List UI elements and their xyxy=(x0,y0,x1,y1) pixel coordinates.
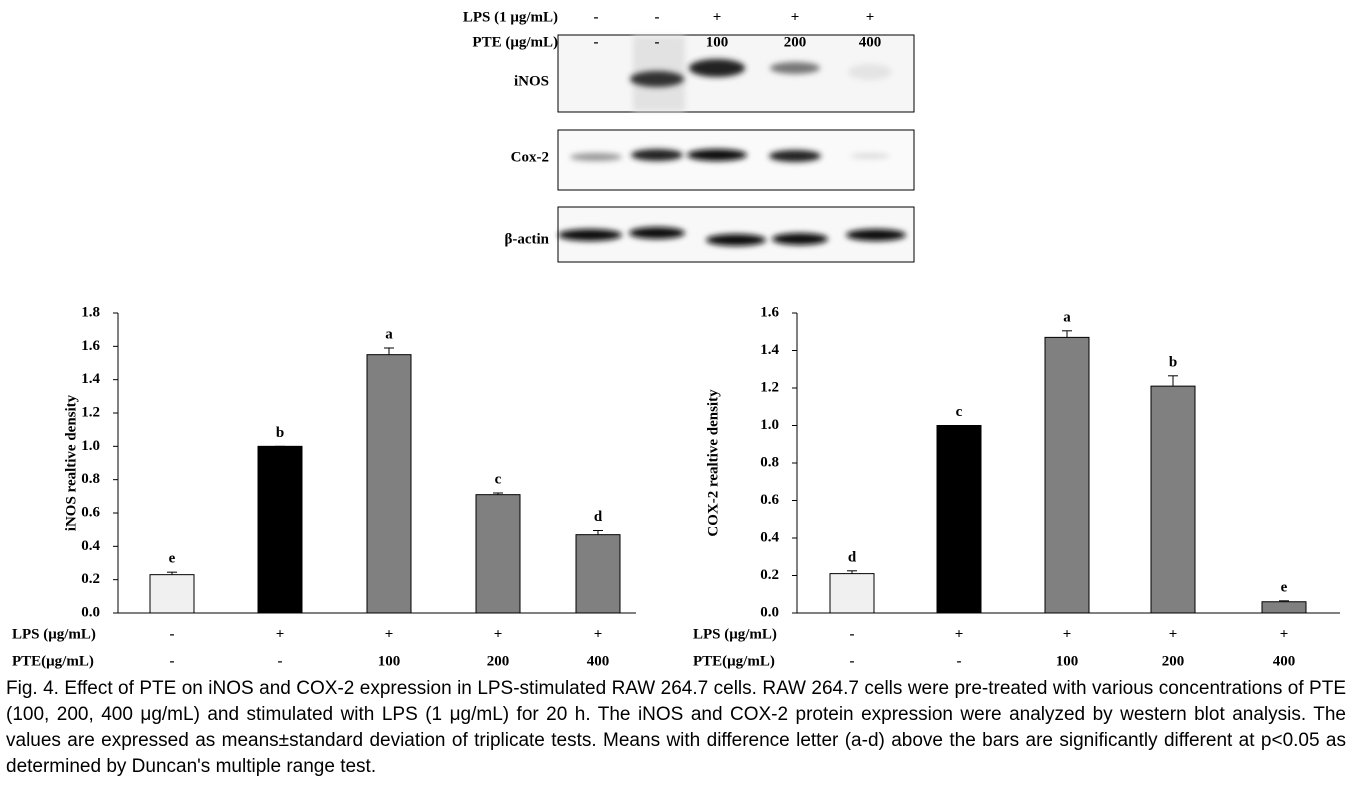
lane-label: + xyxy=(713,9,722,25)
row-value: + xyxy=(385,626,394,642)
y-tick-label: 1.2 xyxy=(760,379,779,395)
row-label: PTE(μg/mL) xyxy=(693,653,775,669)
bar xyxy=(366,354,412,614)
lane-label: - xyxy=(594,34,599,50)
lane-label: - xyxy=(594,9,599,25)
row-value: 200 xyxy=(487,653,510,669)
row-value: + xyxy=(594,626,603,642)
y-tick-label: 0.8 xyxy=(760,454,779,470)
row-value: - xyxy=(170,653,175,669)
y-tick-label: 0.2 xyxy=(760,567,779,583)
row-value: + xyxy=(276,626,285,642)
row-value: 100 xyxy=(378,653,401,669)
significance-letter: d xyxy=(594,509,603,525)
protein-label: Cox-2 xyxy=(511,149,549,165)
bar xyxy=(475,494,521,614)
row-value: - xyxy=(850,626,855,642)
row-value: + xyxy=(955,626,964,642)
y-tick-label: 1.6 xyxy=(760,304,779,320)
protein-label: β-actin xyxy=(504,231,549,247)
bands xyxy=(630,59,892,87)
y-tick-label: 1.8 xyxy=(81,304,100,320)
row-value: - xyxy=(278,653,283,669)
bar xyxy=(257,445,303,614)
western-blot xyxy=(557,34,915,263)
blot-panel xyxy=(557,129,915,191)
protein-label: iNOS xyxy=(514,73,549,89)
row-value: - xyxy=(170,626,175,642)
significance-letter: b xyxy=(276,425,284,441)
bands xyxy=(558,227,906,246)
row-value: + xyxy=(1280,626,1289,642)
y-tick-label: 1.2 xyxy=(81,404,100,420)
y-axis-label: iNOS realtive density xyxy=(63,394,79,531)
significance-letter: b xyxy=(1169,354,1177,370)
lane-label: 200 xyxy=(784,34,807,50)
bar xyxy=(829,573,875,614)
row-label: LPS (1 μg/mL) xyxy=(463,9,558,25)
significance-letter: c xyxy=(956,404,963,420)
y-tick-label: 1.6 xyxy=(81,338,100,354)
y-tick-label: 0.6 xyxy=(81,504,100,520)
row-label: PTE (μg/mL) xyxy=(472,34,558,50)
row-label: PTE(μg/mL) xyxy=(12,653,94,669)
bar xyxy=(1044,336,1090,614)
row-value: + xyxy=(1169,626,1178,642)
significance-letter: d xyxy=(848,549,857,565)
row-value: - xyxy=(957,653,962,669)
figure-caption: Fig. 4. Effect of PTE on iNOS and COX-2 … xyxy=(6,678,1346,777)
lane-label: + xyxy=(866,9,875,25)
lane-label: 400 xyxy=(859,34,882,50)
bar xyxy=(1150,385,1196,614)
lane-label: 100 xyxy=(706,34,729,50)
lane-label: + xyxy=(791,9,800,25)
bands xyxy=(570,149,890,162)
y-tick-label: 1.4 xyxy=(81,371,100,387)
significance-letter: a xyxy=(385,326,393,342)
y-tick-label: 1.0 xyxy=(760,417,779,433)
y-tick-label: 0.0 xyxy=(81,604,100,620)
row-value: + xyxy=(494,626,503,642)
y-tick-label: 0.4 xyxy=(81,538,100,554)
row-value: 200 xyxy=(1162,653,1185,669)
row-label: LPS (μg/mL) xyxy=(12,626,96,642)
row-value: 400 xyxy=(587,653,610,669)
y-tick-label: 0.0 xyxy=(760,604,779,620)
figure: LPS (1 μg/mL) - - + + + PTE (μg/mL) - - 100 200 400… xyxy=(12,9,1340,669)
row-value: 100 xyxy=(1056,653,1079,669)
significance-letter: a xyxy=(1063,309,1071,325)
y-tick-label: 0.2 xyxy=(81,571,100,587)
significance-letter: e xyxy=(169,551,176,567)
y-axis-label: COX-2 realtive density xyxy=(705,389,721,537)
bar xyxy=(149,574,195,614)
lane-label: - xyxy=(655,9,660,25)
lane-label: - xyxy=(655,34,660,50)
y-tick-label: 1.0 xyxy=(81,438,100,454)
bar xyxy=(575,534,621,614)
row-value: 400 xyxy=(1273,653,1296,669)
bar xyxy=(936,425,982,614)
y-tick-label: 0.6 xyxy=(760,492,779,508)
significance-letter: e xyxy=(1281,579,1288,595)
y-tick-label: 0.4 xyxy=(760,529,779,545)
y-tick-label: 0.8 xyxy=(81,471,100,487)
bar xyxy=(1261,601,1307,614)
row-value: - xyxy=(850,653,855,669)
y-tick-label: 1.4 xyxy=(760,342,779,358)
row-label: LPS (μg/mL) xyxy=(693,626,777,642)
significance-letter: c xyxy=(495,471,502,487)
row-value: + xyxy=(1063,626,1072,642)
